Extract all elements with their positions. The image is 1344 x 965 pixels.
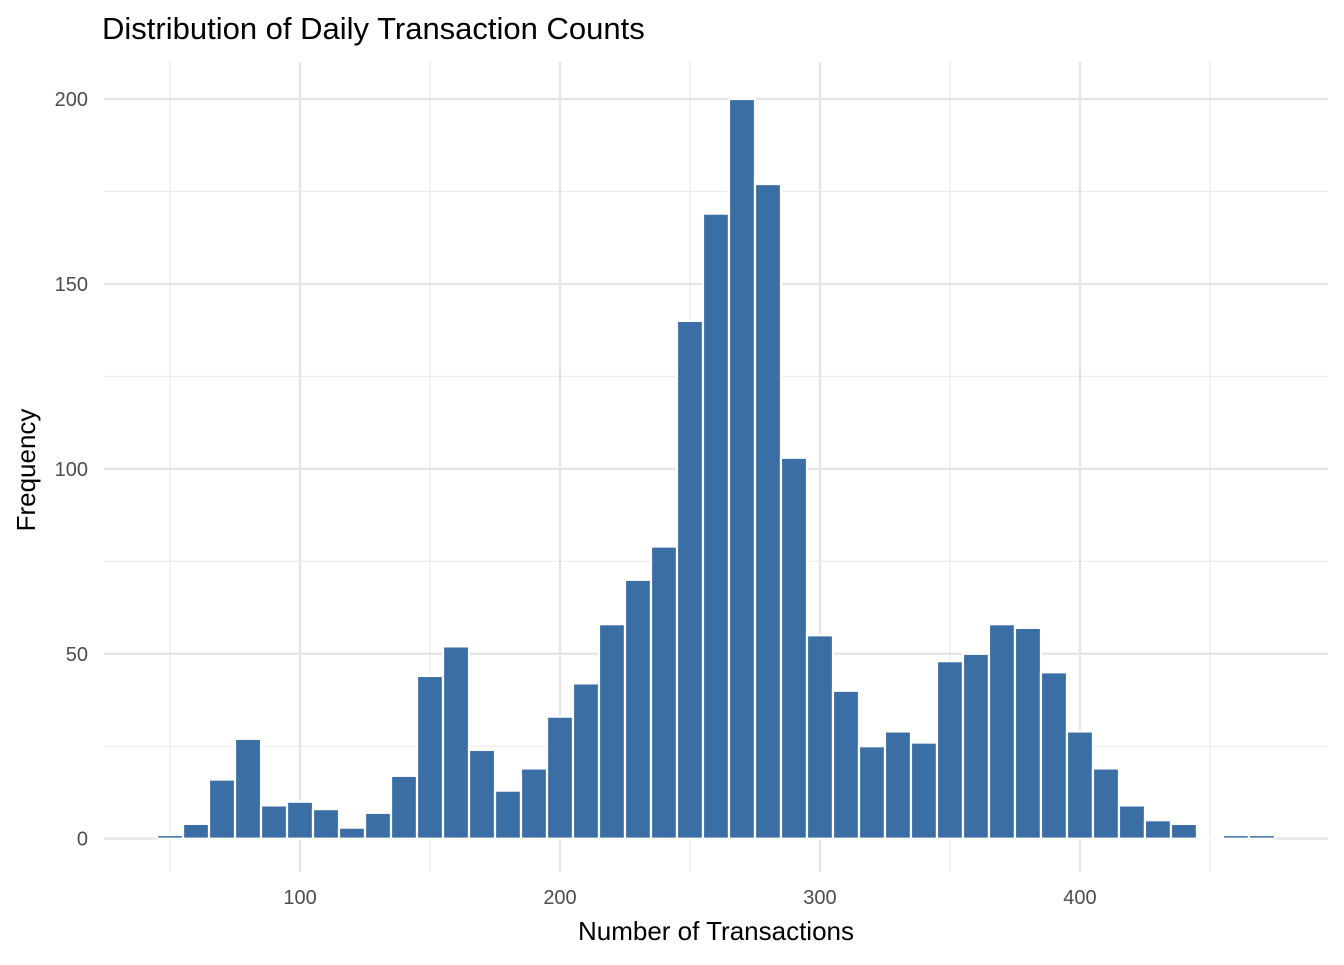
histogram-bar <box>807 635 833 838</box>
histogram-bar <box>1093 768 1119 838</box>
histogram-bar <box>989 624 1015 839</box>
histogram-bar <box>755 184 781 839</box>
x-tick-label: 400 <box>1063 887 1096 909</box>
y-tick-label: 50 <box>66 644 88 666</box>
histogram-bar <box>183 824 209 839</box>
histogram-bar <box>1067 731 1093 838</box>
histogram-bar <box>339 828 365 839</box>
histogram-bar <box>625 580 651 839</box>
chart-title: Distribution of Daily Transaction Counts <box>102 11 645 46</box>
histogram-bar <box>781 458 807 839</box>
histogram-bar <box>885 731 911 838</box>
x-axis-ticks: 100 200 300 400 <box>283 887 1096 909</box>
histogram-bar <box>1249 835 1275 839</box>
x-tick-label: 100 <box>283 887 316 909</box>
histogram-bar <box>521 768 547 838</box>
y-tick-label: 0 <box>77 829 88 851</box>
histogram-bar <box>287 802 313 839</box>
histogram-bar <box>157 835 183 839</box>
x-tick-label: 300 <box>803 887 836 909</box>
y-axis-label: Frequency <box>11 409 41 532</box>
x-tick-label: 200 <box>543 887 576 909</box>
histogram-bar <box>573 683 599 838</box>
histogram-bar <box>365 813 391 839</box>
y-tick-label: 200 <box>55 89 88 111</box>
histogram-bar <box>1171 824 1197 839</box>
histogram-bar <box>313 809 339 839</box>
y-tick-label: 150 <box>55 274 88 296</box>
histogram-bar <box>859 746 885 838</box>
histogram-bar <box>469 750 495 839</box>
histogram-bar <box>677 321 703 839</box>
y-axis-ticks: 0 50 100 150 200 <box>55 89 88 851</box>
histogram-bar <box>963 654 989 839</box>
histogram-bar <box>547 717 573 839</box>
histogram-bar <box>1119 805 1145 838</box>
histogram-bar <box>235 739 261 839</box>
histogram-bar <box>209 780 235 839</box>
histogram-bar <box>911 743 937 839</box>
histogram-bar <box>651 547 677 839</box>
histogram-bar <box>1041 672 1067 838</box>
histogram-bar <box>261 805 287 838</box>
histogram-bar <box>1145 820 1171 838</box>
histogram-bar <box>729 99 755 839</box>
histogram-bar <box>1223 835 1249 839</box>
histogram-bar <box>937 661 963 839</box>
histogram-bar <box>1015 628 1041 839</box>
histogram-bar <box>495 791 521 839</box>
x-axis-label: Number of Transactions <box>578 916 854 946</box>
histogram-bar <box>391 776 417 839</box>
histogram-bar <box>599 624 625 839</box>
histogram-bar <box>443 646 469 838</box>
histogram-bar <box>417 676 443 839</box>
y-tick-label: 100 <box>55 459 88 481</box>
histogram-bar <box>833 691 859 839</box>
histogram-bar <box>703 214 729 839</box>
